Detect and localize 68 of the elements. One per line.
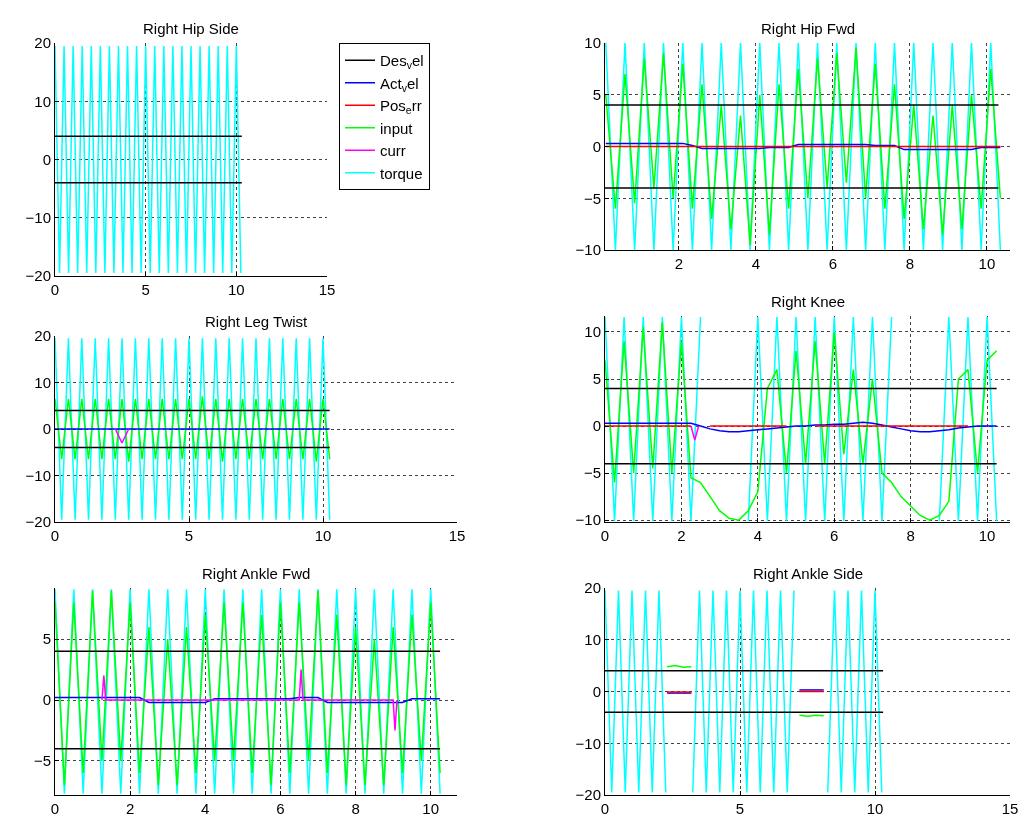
x-tick-label: 15 (1001, 800, 1019, 817)
x-tick-label: 10 (227, 281, 245, 298)
chart-title: Right Leg Twist (205, 313, 309, 330)
y-tick-label: 0 (592, 137, 601, 155)
chart-title: Right Ankle Side (753, 565, 864, 582)
y-tick-label: 0 (42, 691, 51, 709)
x-tick-label: 10 (978, 255, 996, 272)
y-tick-label: 10 (584, 34, 601, 52)
line-series (605, 421, 998, 433)
legend-label: torque (380, 164, 423, 182)
x-tick-label: 8 (351, 800, 360, 817)
chart-title: Right Knee (771, 293, 846, 310)
x-tick-label: 10 (866, 800, 884, 817)
chart-title: Right Hip Fwd (761, 20, 856, 37)
x-tick-label: 6 (830, 527, 839, 544)
y-tick-label: −5 (33, 752, 51, 770)
x-tick-label: 4 (753, 527, 762, 544)
y-tick-label: −5 (583, 189, 601, 207)
y-tick-label: −10 (25, 466, 51, 484)
y-tick-label: −20 (25, 267, 51, 285)
line-series (101, 668, 398, 732)
line-series (605, 142, 1002, 151)
legend-label: Pos$_{e}$rr (380, 97, 422, 117)
y-tick-label: 0 (42, 150, 51, 168)
x-tick-label: 6 (828, 255, 838, 272)
x-tick-label: 15 (318, 281, 336, 298)
x-tick-label: 5 (735, 800, 745, 817)
x-tick-label: 6 (276, 800, 285, 817)
legend-label: input (380, 119, 414, 137)
y-tick-label: 20 (34, 34, 51, 52)
chart-title: Right Hip Side (143, 20, 239, 37)
x-tick-label: 15 (448, 527, 466, 544)
y-tick-label: 5 (42, 630, 51, 648)
y-tick-label: 20 (34, 327, 51, 345)
legend-label: curr (380, 142, 406, 160)
legend-label: Act$_{v}$el (380, 74, 419, 94)
x-tick-label: 2 (674, 255, 684, 272)
x-tick-label: 8 (905, 255, 915, 272)
y-tick-label: −10 (575, 511, 601, 529)
y-tick-label: 0 (592, 682, 601, 700)
y-tick-label: 5 (592, 86, 601, 103)
y-tick-label: 10 (34, 373, 51, 391)
y-tick-label: −10 (575, 241, 601, 259)
y-tick-label: 10 (584, 323, 601, 341)
legend-label: Des$_{v}$el (380, 52, 424, 72)
y-tick-label: 0 (42, 420, 51, 438)
y-tick-label: −20 (25, 513, 51, 531)
y-tick-label: 10 (34, 92, 51, 110)
x-tick-label: 8 (906, 527, 915, 544)
x-tick-label: 10 (422, 800, 440, 817)
x-tick-label: 4 (201, 800, 210, 817)
chart-title: Right Ankle Fwd (202, 565, 311, 582)
y-tick-label: −5 (583, 464, 601, 482)
y-tick-label: −10 (25, 209, 51, 226)
x-tick-label: 10 (314, 527, 332, 544)
x-tick-label: 2 (125, 800, 135, 817)
y-tick-label: 5 (592, 370, 601, 388)
x-tick-label: 10 (978, 527, 996, 544)
y-tick-label: 10 (584, 631, 601, 648)
y-tick-label: 0 (592, 417, 601, 435)
x-tick-label: 2 (677, 527, 686, 544)
x-tick-label: 4 (751, 255, 761, 272)
x-tick-label: 5 (184, 527, 194, 544)
y-tick-label: −10 (575, 734, 601, 752)
x-tick-label: 5 (141, 281, 150, 298)
y-tick-label: −20 (575, 786, 601, 804)
y-tick-label: 20 (584, 579, 601, 597)
line-series (55, 395, 331, 463)
